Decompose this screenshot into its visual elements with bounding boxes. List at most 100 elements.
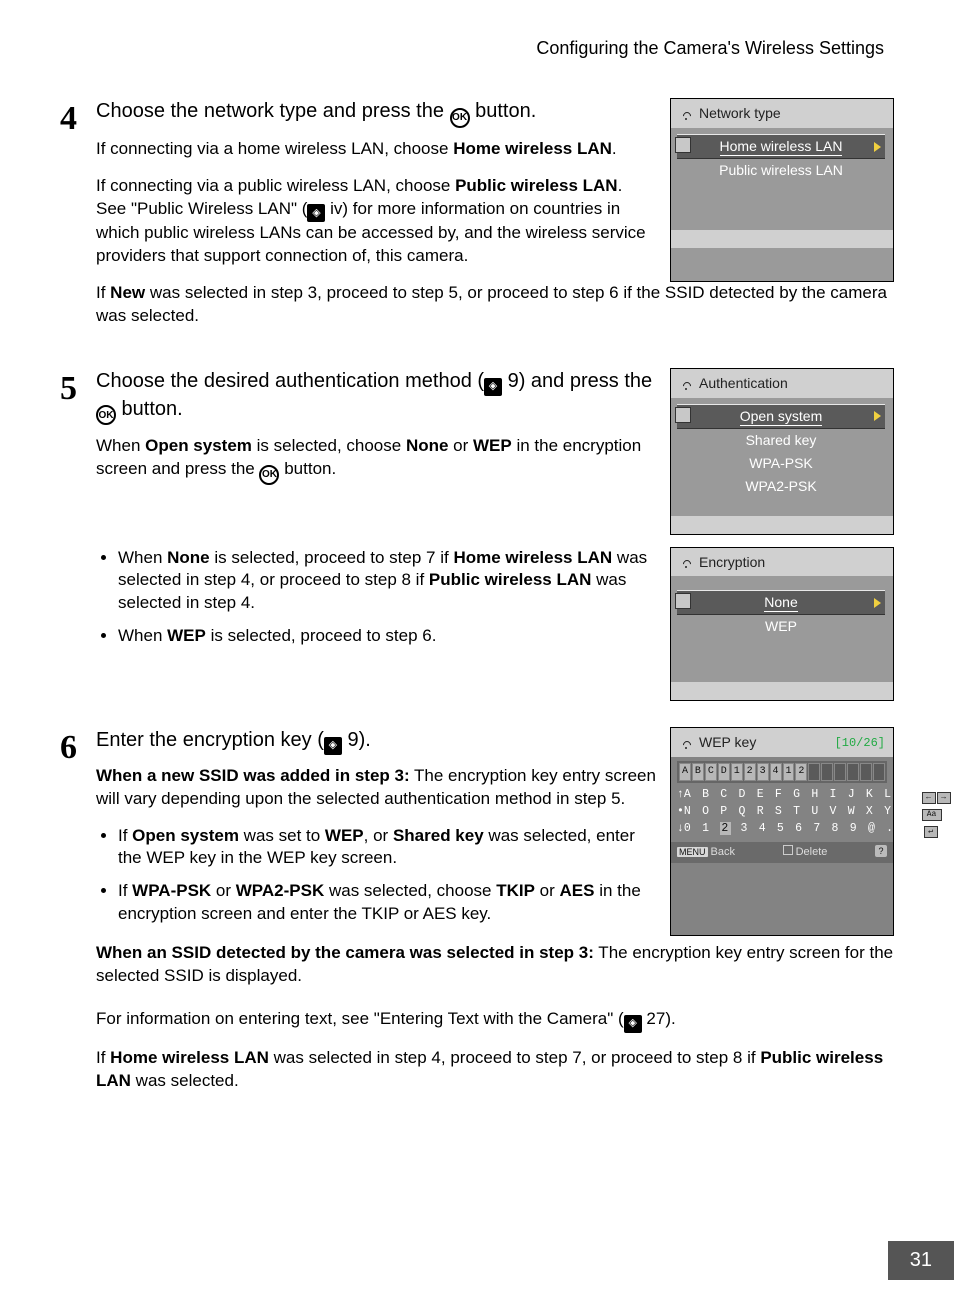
lcd-network-type: Network type Home wireless LAN Public wi… xyxy=(670,98,894,282)
bold-text: WPA-PSK xyxy=(132,881,211,900)
delete-label: Delete xyxy=(796,846,828,858)
text: None xyxy=(764,594,797,612)
lcd-title: Authentication xyxy=(671,369,893,398)
text: When xyxy=(96,436,145,455)
reference-icon: ◈ xyxy=(624,1015,642,1033)
lcd-authentication: Authentication Open system Shared key WP… xyxy=(670,368,894,534)
bold-text: Open system xyxy=(132,826,239,845)
wep-blank xyxy=(834,763,846,781)
ok-icon: OK xyxy=(96,405,116,425)
enter-icon: ↵ xyxy=(924,826,938,838)
bold-text: TKIP xyxy=(496,881,535,900)
text: For information on entering text, see "E… xyxy=(96,1009,624,1028)
step4-p1: If connecting via a home wireless LAN, c… xyxy=(96,138,656,161)
lcd-title: WEP key [10/26] xyxy=(671,728,893,757)
bold-text: Public wireless LAN xyxy=(429,570,592,589)
step5-bullet2: When WEP is selected, proceed to step 6. xyxy=(118,625,656,648)
step6-bullet2: If WPA-PSK or WPA2-PSK was selected, cho… xyxy=(118,880,656,926)
wep-char: 2 xyxy=(795,763,807,781)
bold-text: Home wireless LAN xyxy=(110,1048,269,1067)
wifi-icon xyxy=(679,556,693,568)
text: If xyxy=(118,881,132,900)
reference-icon: ◈ xyxy=(324,737,342,755)
kbd-row: 0 1 xyxy=(684,822,720,835)
wep-blank xyxy=(873,763,885,781)
text: or xyxy=(448,436,473,455)
lcd-title: Encryption xyxy=(671,548,893,577)
bold-text: None xyxy=(167,548,210,567)
text: Choose the network type and press the xyxy=(96,100,450,122)
text: When xyxy=(118,548,167,567)
text: WEP key xyxy=(699,733,756,752)
ok-icon: OK xyxy=(259,465,279,485)
header-title: Configuring the Camera's Wireless Settin… xyxy=(536,38,884,58)
text: Encryption xyxy=(699,553,765,572)
step6-title: Enter the encryption key (◈ 9). xyxy=(96,727,656,754)
menu-icon: MENU xyxy=(677,847,708,857)
lcd-title: Network type xyxy=(671,99,893,128)
wep-char: D xyxy=(718,763,730,781)
step-number: 4 xyxy=(60,98,96,342)
step4-p3: If New was selected in step 3, proceed t… xyxy=(96,282,894,328)
bold-text: When a new SSID was added in step 3: xyxy=(96,766,410,785)
text: is selected, choose xyxy=(252,436,406,455)
text: Open system xyxy=(740,408,822,426)
bold-text: WEP xyxy=(167,626,206,645)
step6-bullet1: If Open system was set to WEP, or Shared… xyxy=(118,825,656,871)
wep-blank xyxy=(860,763,872,781)
page-number: 31 xyxy=(888,1241,954,1280)
text: If xyxy=(96,283,110,302)
reference-icon: ◈ xyxy=(484,378,502,396)
lcd-encryption: Encryption None WEP xyxy=(670,547,894,702)
kbd-row: 3 4 5 6 7 8 9 @ . – xyxy=(731,822,913,835)
lcd-item: WPA2-PSK xyxy=(677,475,885,498)
trash-icon xyxy=(783,845,793,855)
lcd-item-selected: None xyxy=(677,590,885,615)
text: or xyxy=(535,881,560,900)
kbd-row: A B C D E F G H I J K L M xyxy=(684,788,912,801)
text: or xyxy=(211,881,236,900)
lcd-footer: MENUBack Delete ? xyxy=(671,842,893,863)
wep-input-display: ABCD123412 xyxy=(677,761,887,783)
wep-char: B xyxy=(692,763,704,781)
text: was selected in step 3, proceed to step … xyxy=(96,283,887,325)
step6-p2: When an SSID detected by the camera was … xyxy=(96,942,894,988)
page-header: Configuring the Camera's Wireless Settin… xyxy=(0,0,954,60)
text: button. xyxy=(279,459,336,478)
lcd-item: Public wireless LAN xyxy=(677,159,885,182)
text: button. xyxy=(116,398,183,420)
lcd-item-selected: Home wireless LAN xyxy=(677,134,885,159)
text: When xyxy=(118,626,167,645)
lcd-item: WEP xyxy=(677,615,885,638)
text: was selected in step 4, proceed to step … xyxy=(269,1048,760,1067)
text: . xyxy=(612,139,617,158)
lcd-footer xyxy=(671,230,893,248)
wep-blank xyxy=(808,763,820,781)
step6-p1: When a new SSID was added in step 3: The… xyxy=(96,765,656,811)
kbd-row: N O P Q R S T U V W X Y Z xyxy=(684,805,912,818)
wifi-icon xyxy=(679,108,693,120)
wep-count: [10/26] xyxy=(835,735,885,751)
bold-text: Shared key xyxy=(393,826,484,845)
text: button. xyxy=(470,100,537,122)
lcd-item: Shared key xyxy=(677,429,885,452)
lcd-footer xyxy=(671,682,893,700)
kbd-selected: 2 xyxy=(720,822,731,835)
wep-blank xyxy=(847,763,859,781)
step-number: 5 xyxy=(60,368,96,701)
step-4: 4 Choose the network type and press the … xyxy=(60,98,894,342)
wep-char: 1 xyxy=(731,763,743,781)
text: Authentication xyxy=(699,374,788,393)
bold-text: WEP xyxy=(325,826,364,845)
wep-char: A xyxy=(679,763,691,781)
text: 27). xyxy=(642,1009,676,1028)
text: If xyxy=(96,1048,110,1067)
text: 9) and press the xyxy=(502,370,652,392)
wep-blank xyxy=(821,763,833,781)
case-icon: Aa xyxy=(922,809,942,821)
bold-text: Public wireless LAN xyxy=(455,176,618,195)
text: was selected, choose xyxy=(324,881,496,900)
bold-text: Home wireless LAN xyxy=(453,548,612,567)
text: Home wireless LAN xyxy=(720,138,843,156)
wep-char: 2 xyxy=(744,763,756,781)
